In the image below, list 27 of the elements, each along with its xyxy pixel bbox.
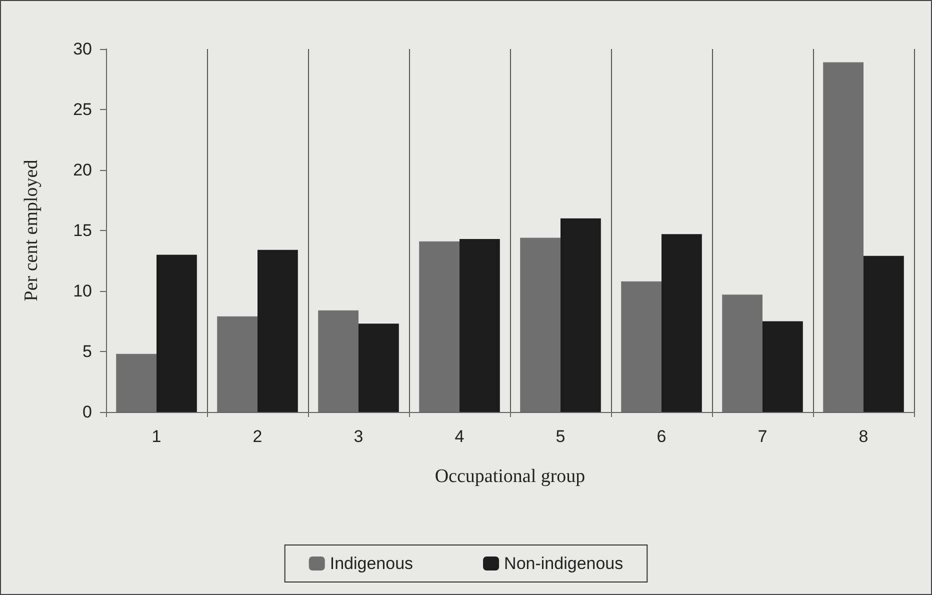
- legend-label: Indigenous: [330, 554, 414, 573]
- y-tick-label: 25: [73, 100, 92, 119]
- x-tick-label: 8: [858, 427, 868, 446]
- x-tick-label: 4: [454, 427, 464, 446]
- y-tick-label: 30: [73, 40, 92, 58]
- bar: [864, 256, 904, 412]
- bar: [358, 324, 399, 412]
- y-tick-label: 15: [73, 221, 92, 240]
- bar: [762, 321, 803, 412]
- bar: [258, 250, 298, 412]
- bar: [560, 218, 601, 412]
- bar: [662, 234, 702, 412]
- legend-label: Non-indigenous: [504, 554, 624, 573]
- x-tick-label: 7: [758, 427, 768, 446]
- x-axis-title: Occupational group: [434, 466, 586, 487]
- y-tick-label: 5: [82, 342, 92, 361]
- y-tick-label: 10: [73, 282, 92, 300]
- y-axis-title: Per cent employed: [21, 159, 42, 302]
- x-tick-label: 5: [556, 427, 566, 446]
- bar: [460, 238, 500, 412]
- y-tick-label: 0: [82, 402, 92, 422]
- x-tick-label: 3: [354, 427, 364, 446]
- bar: [156, 254, 197, 412]
- x-tick-label: 6: [656, 427, 666, 446]
- x-tick-label: 2: [252, 427, 262, 446]
- y-tick-label: 20: [73, 160, 92, 180]
- x-tick-label: 1: [152, 427, 162, 446]
